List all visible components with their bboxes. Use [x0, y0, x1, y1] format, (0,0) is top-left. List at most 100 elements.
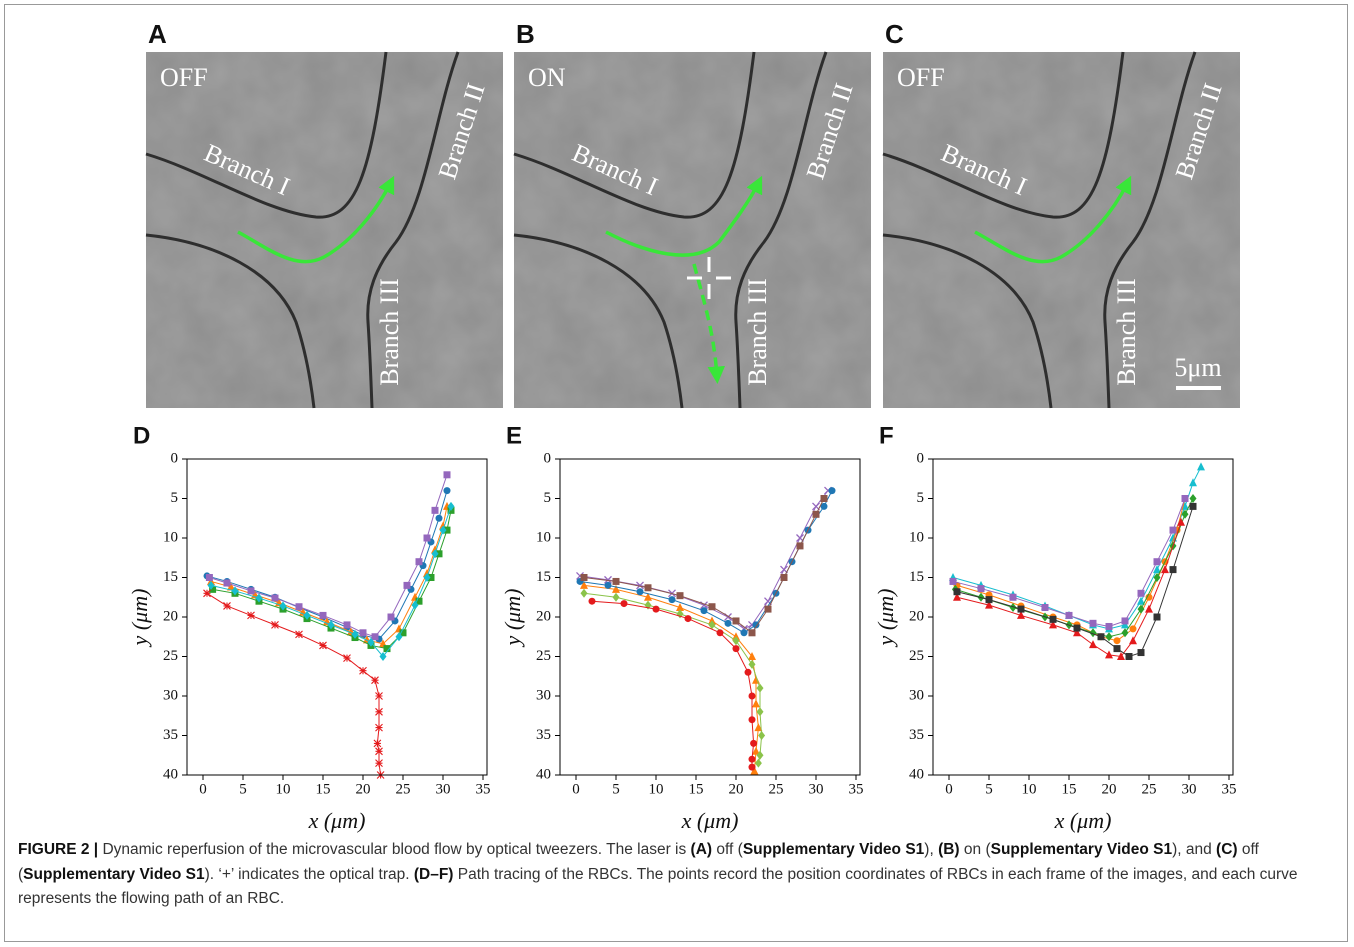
vessel-wall — [366, 51, 460, 409]
point — [403, 581, 411, 589]
point — [1105, 632, 1113, 642]
y-tick-label: 5 — [544, 490, 552, 506]
flow-arrow — [974, 175, 1132, 264]
point — [684, 615, 692, 623]
point — [1017, 605, 1025, 613]
point — [636, 588, 644, 596]
point — [676, 592, 684, 600]
y-tick-label: 25 — [909, 648, 924, 664]
x-tick-label: 20 — [356, 781, 371, 797]
point — [1121, 628, 1129, 638]
vessel-wall — [1103, 51, 1197, 409]
x-tick-label: 30 — [436, 781, 451, 797]
x-tick-label: 15 — [689, 781, 704, 797]
image-texture — [883, 52, 1240, 408]
x-tick-label: 15 — [1062, 781, 1077, 797]
point — [247, 611, 255, 620]
point — [756, 750, 764, 760]
trajectory — [956, 498, 1186, 642]
trajectory — [583, 584, 759, 772]
point — [1145, 593, 1153, 601]
figure-border — [4, 4, 1348, 942]
point — [359, 666, 367, 675]
point — [1169, 566, 1177, 574]
x-tick-label: 10 — [1022, 781, 1037, 797]
point — [1161, 565, 1169, 574]
point — [303, 610, 311, 620]
y-tick-label: 15 — [536, 569, 551, 585]
point — [423, 534, 431, 542]
point — [708, 603, 716, 611]
point — [752, 699, 760, 708]
x-tick-label: 0 — [572, 781, 580, 797]
point — [748, 629, 756, 637]
point — [604, 581, 612, 589]
point — [1181, 495, 1189, 502]
point — [295, 630, 303, 639]
y-tick-label: 40 — [909, 766, 924, 782]
point — [977, 585, 985, 593]
point — [375, 723, 383, 732]
point — [752, 746, 760, 755]
point — [1049, 615, 1057, 623]
point — [1089, 619, 1097, 627]
point — [748, 716, 756, 724]
point — [1073, 624, 1081, 632]
trajectory — [952, 498, 1186, 627]
x-tick-label: 15 — [316, 781, 331, 797]
point — [343, 621, 351, 629]
vessel-wall — [513, 233, 684, 409]
point — [247, 587, 255, 595]
point — [379, 652, 387, 661]
point — [985, 596, 993, 604]
y-tick-label: 25 — [536, 648, 551, 664]
x-tick-label: 35 — [476, 781, 491, 797]
point — [443, 487, 451, 495]
panel-letter: D — [133, 422, 150, 449]
point — [387, 613, 395, 621]
y-tick-label: 10 — [536, 529, 551, 545]
point — [395, 632, 403, 642]
point — [427, 574, 435, 581]
point — [371, 633, 379, 641]
point — [351, 629, 359, 639]
flow-arrow — [237, 175, 395, 264]
point — [431, 549, 439, 559]
point — [375, 747, 383, 756]
point — [443, 471, 451, 479]
caption-text: ), and — [1172, 841, 1217, 858]
panel-letter: C — [885, 19, 904, 49]
vessel-wall — [145, 51, 388, 219]
point — [748, 659, 756, 669]
point — [1097, 633, 1105, 641]
point — [1089, 628, 1097, 638]
point — [1009, 603, 1017, 613]
point — [748, 652, 756, 660]
x-tick-label: 20 — [729, 781, 744, 797]
y-tick-label: 20 — [163, 608, 178, 624]
point — [435, 550, 443, 558]
point — [231, 586, 239, 596]
point — [668, 596, 676, 604]
point — [752, 621, 760, 629]
point — [644, 584, 652, 592]
x-tick-label: 25 — [1142, 781, 1157, 797]
point — [271, 594, 279, 602]
point — [375, 759, 383, 768]
y-axis-label: y (μm) — [500, 589, 525, 648]
point — [1153, 558, 1161, 566]
point — [271, 621, 279, 629]
caption-text: (B) — [938, 841, 960, 858]
state-label: OFF — [160, 63, 208, 92]
x-tick-label: 5 — [985, 781, 993, 797]
point — [1065, 611, 1073, 619]
point — [708, 620, 716, 630]
y-tick-label: 10 — [909, 529, 924, 545]
point — [588, 597, 596, 605]
y-tick-label: 10 — [163, 529, 178, 545]
point — [327, 620, 335, 630]
point — [439, 525, 447, 535]
x-tick-label: 10 — [649, 781, 664, 797]
